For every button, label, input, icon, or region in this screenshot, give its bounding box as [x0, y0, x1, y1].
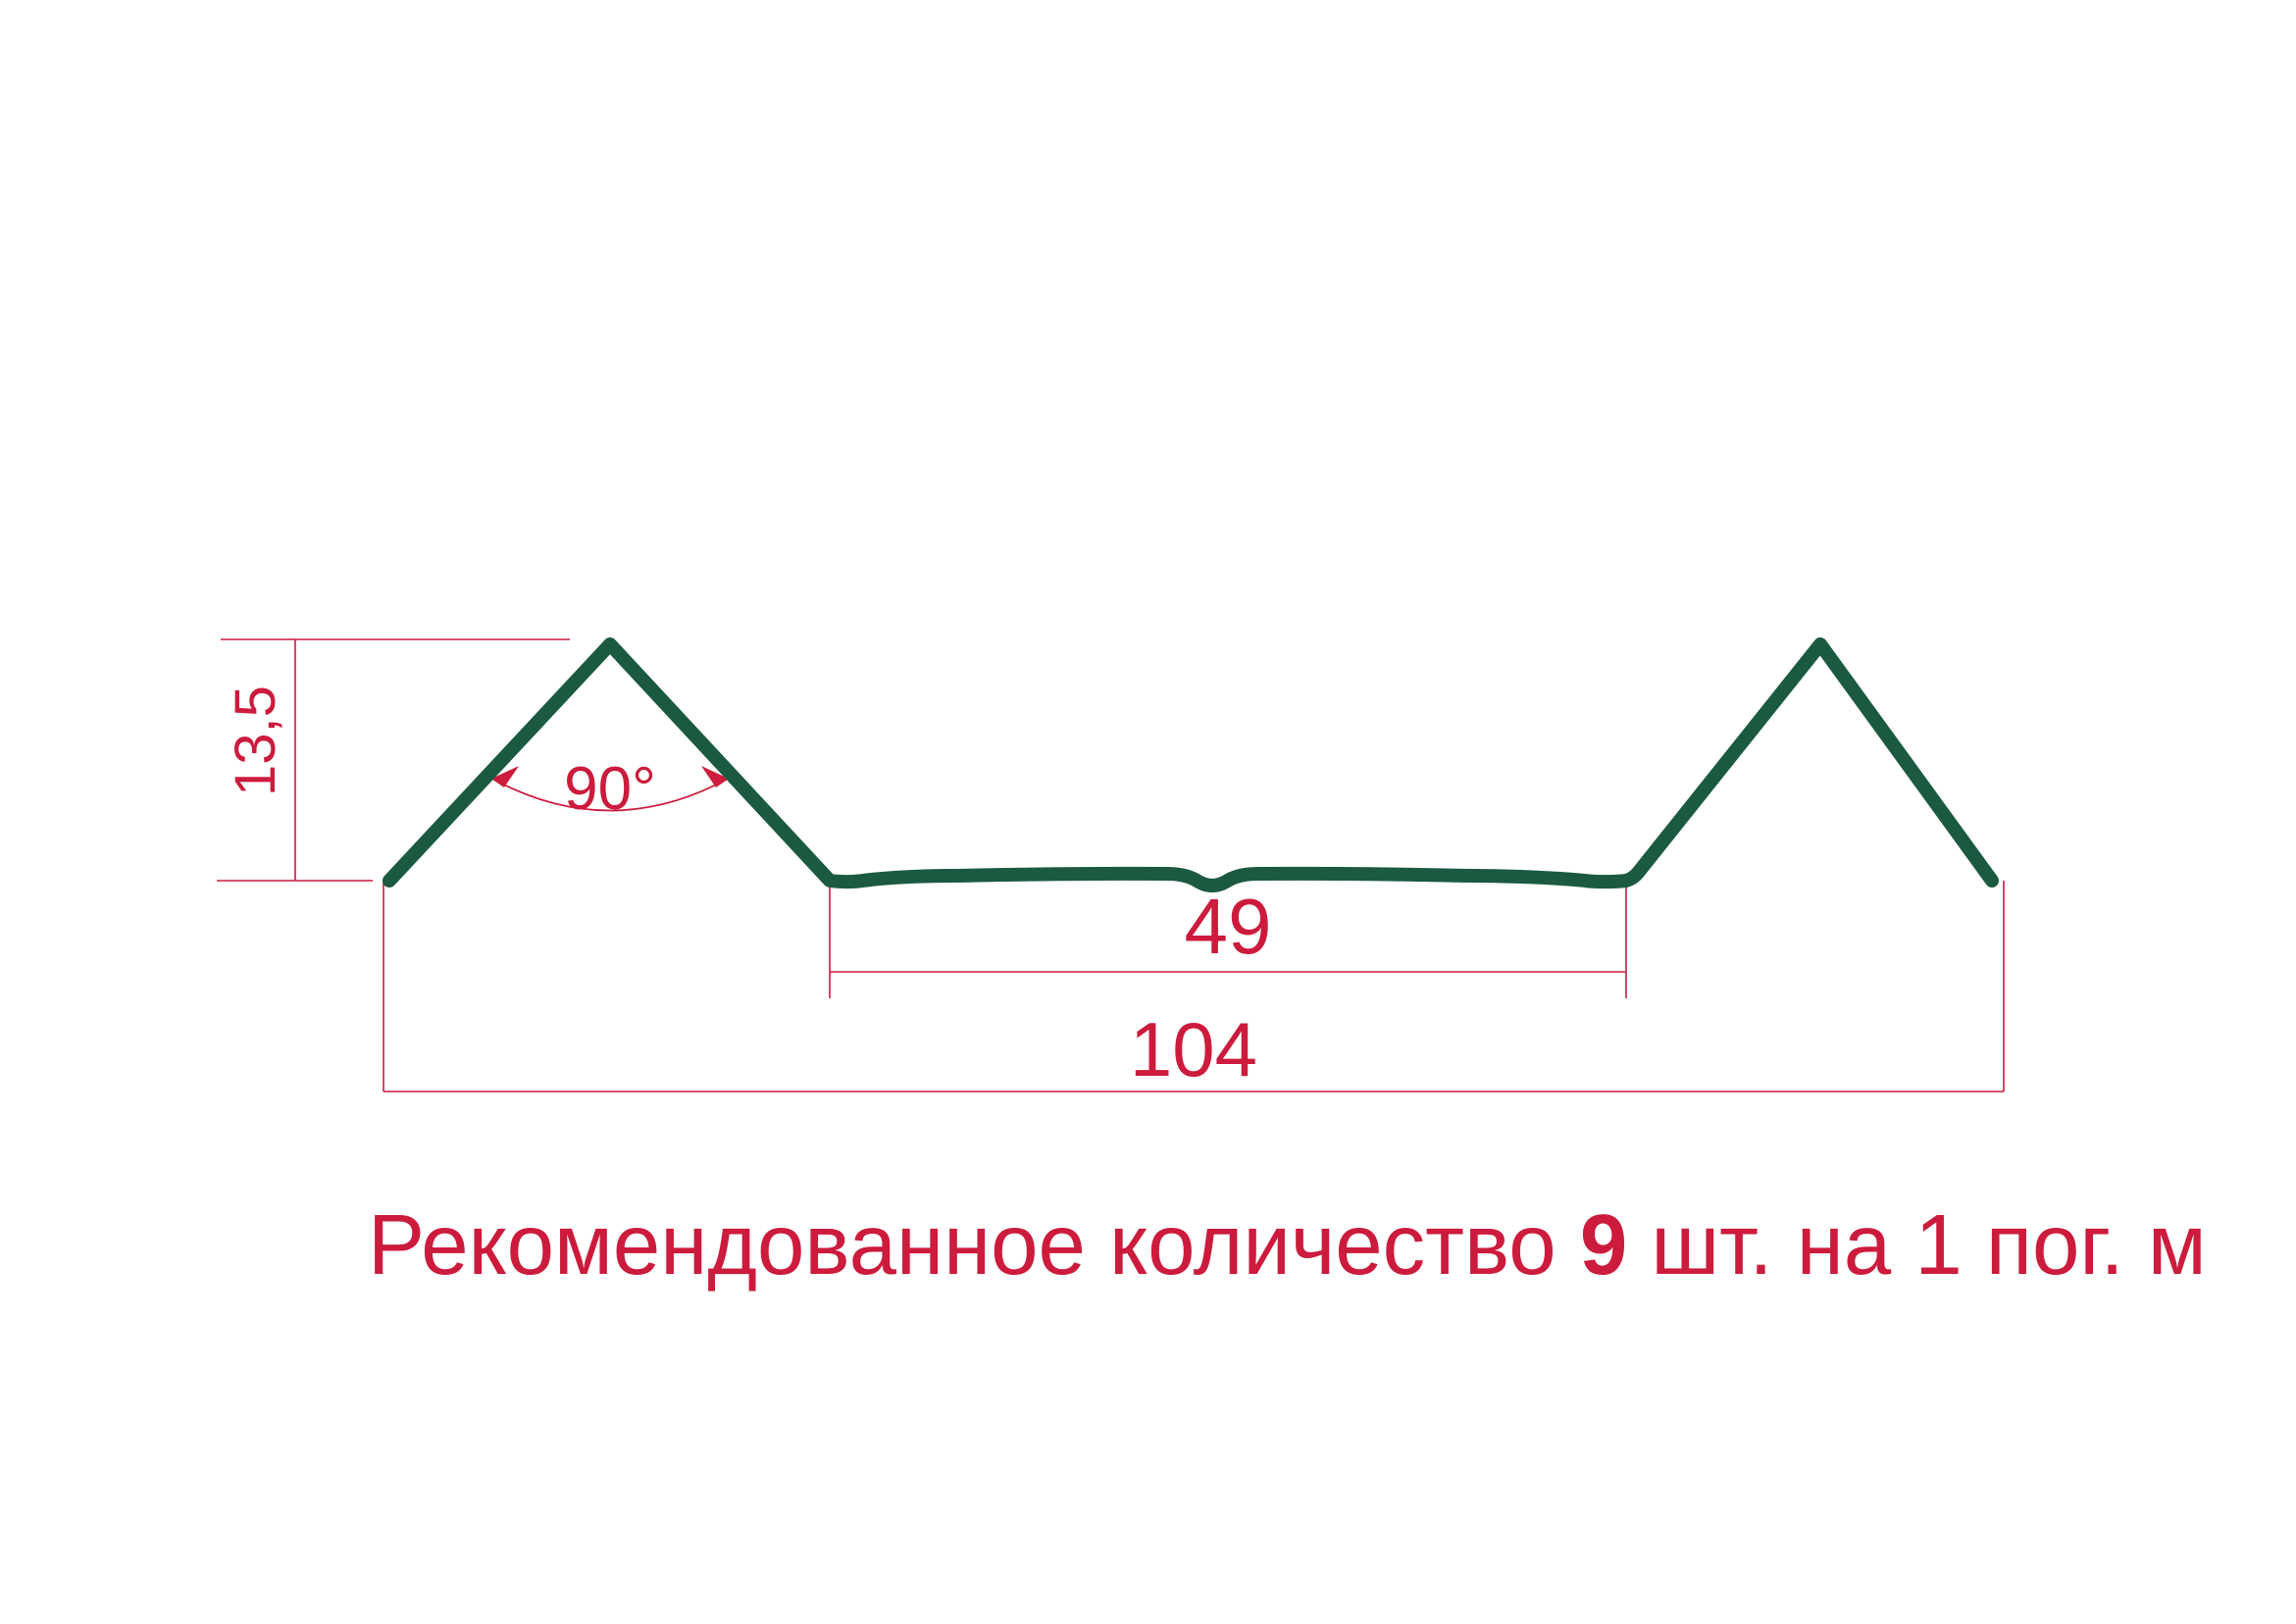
svg-text:104: 104: [1130, 1006, 1257, 1092]
svg-text:49: 49: [1185, 883, 1272, 970]
svg-text:90°: 90°: [564, 755, 656, 823]
svg-text:13,5: 13,5: [224, 685, 287, 796]
svg-text:Рекомендованное количество 9 ш: Рекомендованное количество 9 шт. на 1 по…: [368, 1197, 2207, 1293]
